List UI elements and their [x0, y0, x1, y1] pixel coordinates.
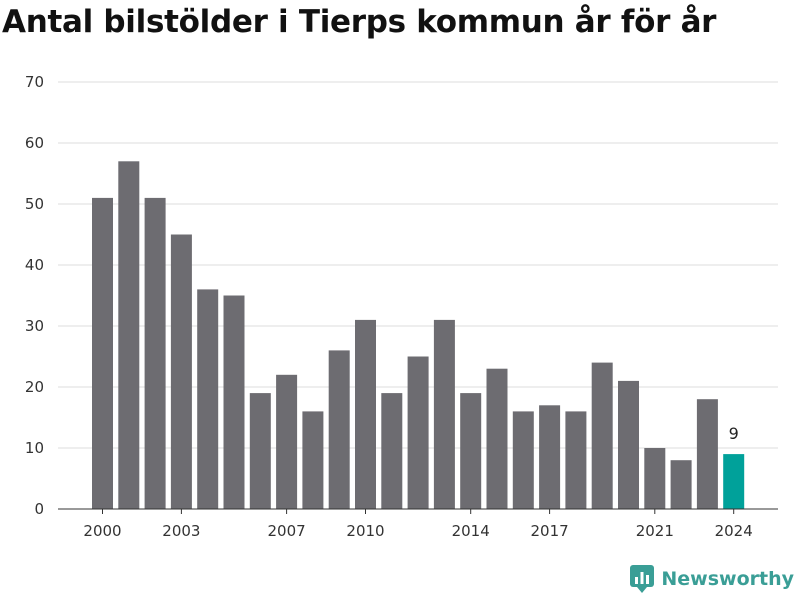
bar-2000	[92, 197, 113, 509]
bar-2016	[512, 411, 534, 509]
data-label-2024: 9	[729, 424, 739, 443]
x-tick-label: 2024	[715, 522, 753, 540]
x-tick-label: 2017	[531, 522, 569, 540]
x-axis: 2000 2003 2007 2010 2014 2017 2021 2024	[58, 508, 778, 540]
bar-2008	[302, 411, 324, 509]
bar-2009	[328, 350, 350, 509]
bar-2013	[433, 319, 455, 509]
y-tick-label: 10	[25, 439, 44, 457]
bar-2019	[591, 362, 613, 509]
bar-2003	[170, 234, 192, 509]
x-tick-label: 2007	[268, 522, 306, 540]
y-tick-label: 70	[25, 73, 44, 91]
x-tick-label: 2014	[452, 522, 490, 540]
y-tick-label: 50	[25, 195, 44, 213]
x-tick-label: 2021	[636, 522, 674, 540]
bar-2002	[144, 197, 166, 509]
bar-2018	[565, 411, 587, 509]
bar-2014	[460, 393, 482, 509]
newsworthy-logo: Newsworthy	[629, 564, 794, 594]
bar-2020	[618, 380, 639, 509]
bar-2010	[355, 319, 376, 509]
bar-chart-logo-icon	[630, 565, 655, 593]
y-tick-label: 30	[25, 317, 44, 335]
x-tick-label: 2010	[346, 522, 384, 540]
bar-2015	[486, 368, 508, 509]
bar-2006	[249, 393, 271, 509]
bar-2004	[197, 289, 219, 509]
bars	[92, 161, 745, 510]
bar-2007	[276, 374, 298, 509]
bar-2023	[696, 399, 718, 509]
bar-2001	[118, 161, 140, 510]
y-tick-label: 20	[25, 378, 44, 396]
bar-2012	[407, 356, 429, 509]
y-axis: 0 10 20 30 40 50 60 70	[25, 73, 44, 518]
bar-2011	[381, 393, 403, 509]
bar-2005	[223, 295, 245, 509]
data-labels: 9	[729, 424, 739, 443]
y-tick-label: 60	[25, 134, 44, 152]
bar-2017	[539, 405, 561, 509]
brand-name: Newsworthy	[661, 568, 794, 590]
y-tick-label: 40	[25, 256, 44, 274]
bar-2021	[644, 448, 666, 509]
bar-2022	[670, 460, 692, 509]
bar-2024	[723, 454, 745, 509]
y-tick-label: 0	[34, 500, 44, 518]
x-tick-label: 2003	[162, 522, 200, 540]
x-tick-label: 2000	[83, 522, 121, 540]
chart-title: Antal bilstölder i Tierps kommun år för …	[2, 4, 717, 40]
